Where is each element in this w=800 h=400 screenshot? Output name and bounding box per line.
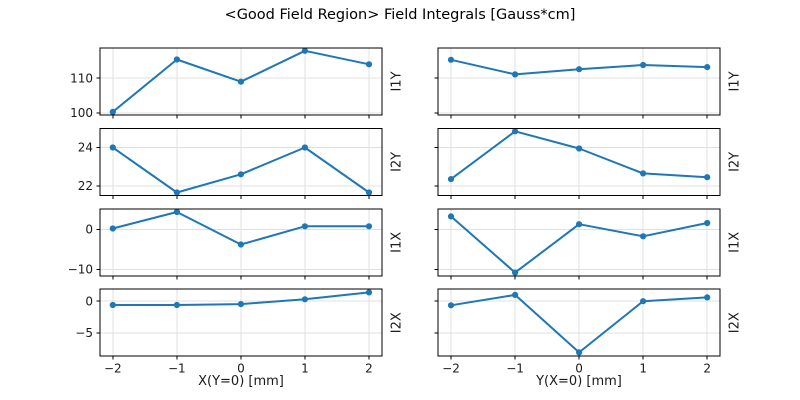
data-point-marker — [511, 269, 519, 276]
y-tick-label: 24 — [78, 141, 93, 155]
subplot-i2x-col1: −2 −1 0 1 2 I2X — [434, 288, 743, 376]
subplot-i1x-col1: I1X — [434, 208, 743, 280]
figure-title: <Good Field Region> Field Integrals [Gau… — [224, 7, 576, 23]
x-tick-label: −2 — [442, 362, 460, 376]
subplot-i2x-col0: −5 0 −2 −1 0 1 2 I2X — [75, 288, 404, 376]
x-tick-label: 1 — [301, 362, 309, 376]
data-point-marker — [640, 61, 647, 69]
data-point-marker — [447, 56, 455, 63]
data-point-marker — [173, 208, 180, 216]
row-label: I1X — [728, 232, 743, 253]
data-point-marker — [640, 233, 647, 240]
x-tick-label: 0 — [237, 362, 245, 376]
data-point-marker — [365, 223, 373, 230]
x-tick-label: −2 — [104, 362, 122, 376]
data-point-marker — [173, 56, 180, 63]
x-tick-label: 0 — [575, 362, 583, 376]
data-point-marker — [301, 223, 308, 230]
data-point-marker — [511, 71, 519, 78]
data-point-marker — [704, 174, 711, 181]
y-tick-label: −5 — [75, 326, 93, 340]
x-tick-label: 2 — [365, 362, 373, 376]
data-point-marker — [511, 291, 519, 298]
data-point-marker — [237, 301, 244, 308]
data-point-marker — [237, 241, 244, 248]
data-point-marker — [447, 213, 455, 220]
subplot-i1y-col0: 100 110 I1Y — [70, 47, 404, 120]
data-point-marker — [576, 145, 583, 152]
data-point-marker — [704, 219, 711, 227]
y-tick-label: 0 — [85, 294, 93, 308]
data-point-marker — [704, 64, 711, 71]
data-point-marker — [704, 294, 711, 301]
data-point-marker — [301, 144, 308, 151]
data-point-marker — [640, 298, 647, 305]
data-point-marker — [109, 301, 116, 309]
data-point-marker — [576, 349, 583, 356]
data-point-marker — [447, 302, 455, 309]
row-label: I1Y — [728, 71, 743, 91]
y-tick-label: 0 — [85, 222, 93, 236]
x-tick-label: −1 — [168, 362, 186, 376]
x-tick-label: 1 — [639, 362, 647, 376]
subplot-i2y-col0: 22 24 I2Y — [78, 127, 404, 199]
data-point-marker — [237, 171, 244, 178]
data-point-marker — [447, 176, 455, 183]
row-label: I1X — [389, 232, 404, 253]
row-label: I2X — [728, 312, 743, 333]
x-tick-label: −1 — [506, 362, 524, 376]
row-label: I1Y — [389, 71, 404, 91]
y-tick-label: 100 — [70, 106, 93, 120]
subplot-i1y-col1: I1Y — [434, 47, 743, 119]
subplot-i1x-col0: −10 0 I1X — [68, 208, 404, 280]
x-tick-label: 2 — [703, 362, 711, 376]
data-point-marker — [109, 225, 116, 232]
data-point-marker — [576, 66, 583, 73]
data-point-marker — [511, 128, 519, 135]
data-point-marker — [109, 108, 116, 115]
x-axis-label-left: X(Y=0) [mm] — [198, 374, 284, 389]
data-point-marker — [109, 144, 116, 151]
data-point-marker — [237, 78, 244, 85]
subplot-i2y-col1: I2Y — [434, 127, 743, 199]
y-tick-label: −10 — [68, 263, 93, 277]
row-label: I2Y — [728, 152, 743, 172]
data-point-marker — [173, 189, 180, 196]
y-tick-label: 22 — [78, 179, 93, 193]
row-label: I2Y — [389, 152, 404, 172]
data-point-marker — [301, 47, 308, 54]
data-point-marker — [365, 289, 373, 296]
row-label: I2X — [389, 312, 404, 333]
data-point-marker — [365, 189, 373, 196]
data-point-marker — [576, 221, 583, 228]
x-axis-label-right: Y(X=0) [mm] — [536, 374, 622, 389]
data-point-marker — [301, 296, 308, 303]
data-point-marker — [173, 301, 180, 309]
data-point-marker — [365, 61, 373, 68]
y-tick-label: 110 — [70, 71, 93, 85]
data-point-marker — [640, 170, 647, 177]
